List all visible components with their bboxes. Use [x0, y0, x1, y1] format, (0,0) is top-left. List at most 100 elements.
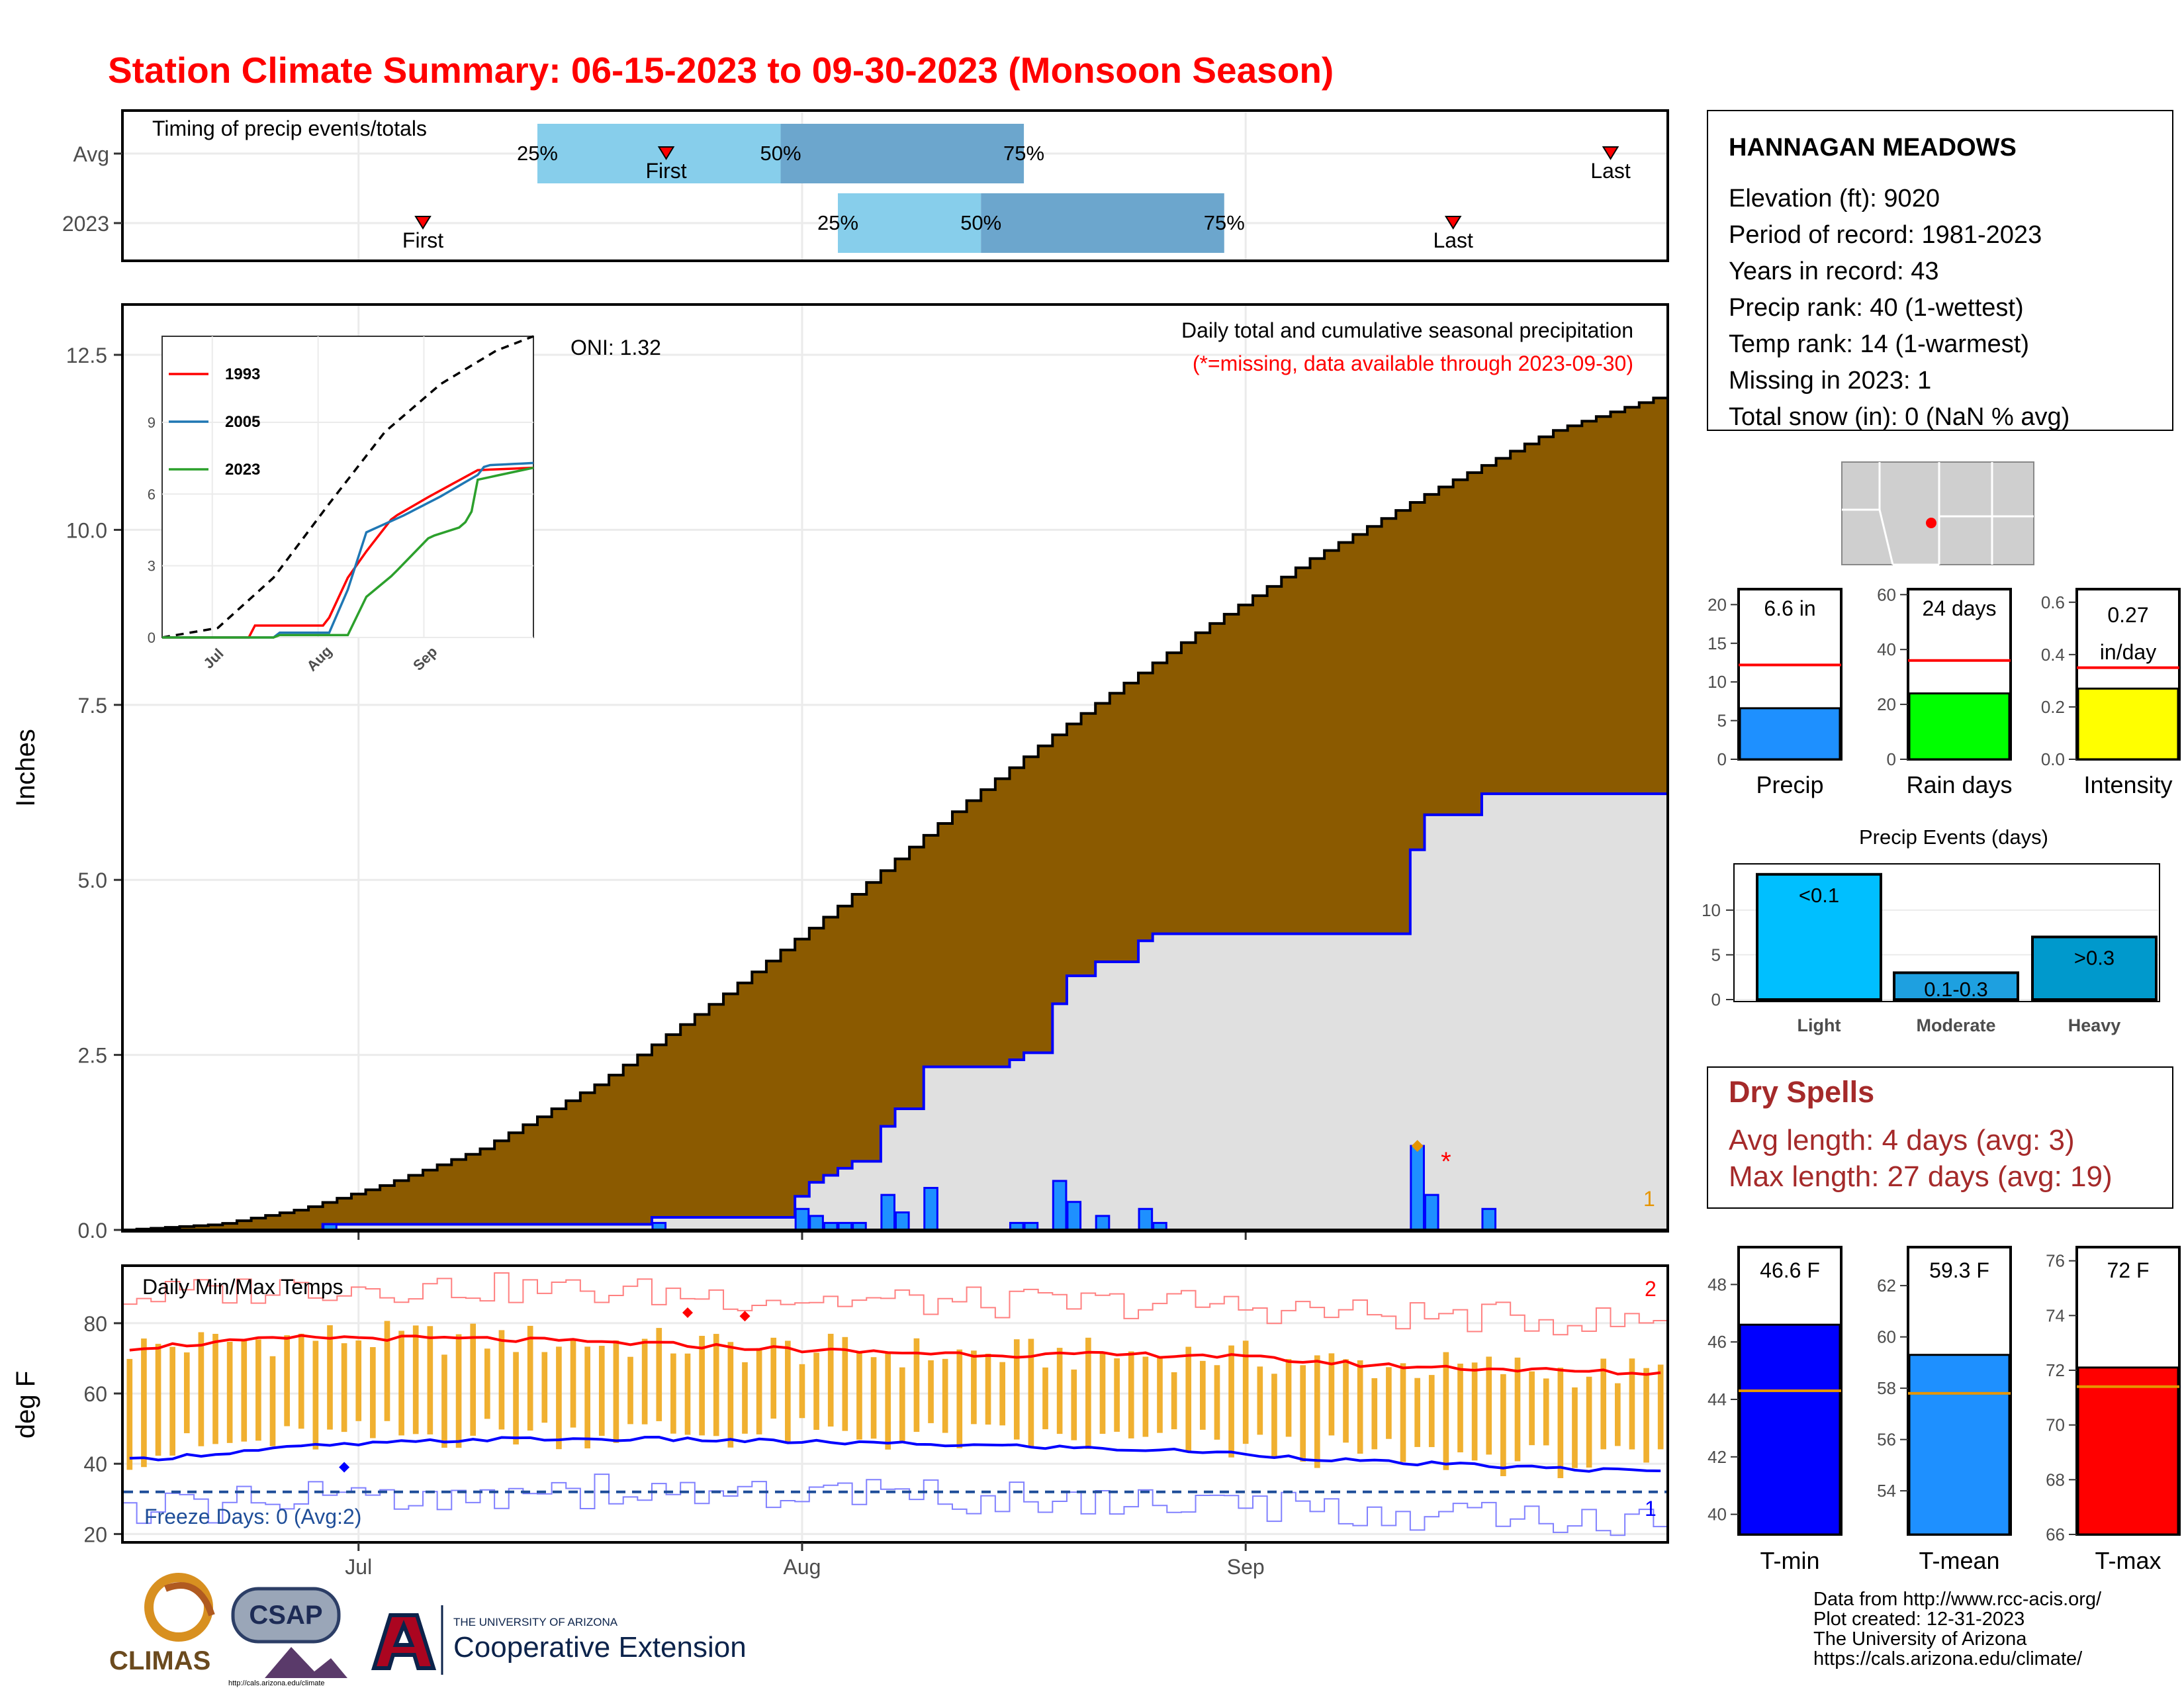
ua-logo: THE UNIVERSITY OF ARIZONA Cooperative Ex… [371, 1605, 747, 1675]
daily-temp-bar [1543, 1378, 1549, 1446]
daily-temp-bar [155, 1344, 161, 1456]
daily-temp-bar [885, 1352, 891, 1450]
daily-temp-bar [470, 1323, 477, 1436]
cumulative-2023-area [122, 794, 1668, 1230]
daily-temp-bar [827, 1333, 834, 1427]
temp-x-tick-label: Sep [1227, 1555, 1265, 1579]
record-high-marker [739, 1311, 751, 1322]
daily-temp-bar [1200, 1360, 1206, 1430]
temp-summary-tick-label: 46 [1707, 1332, 1727, 1352]
inset-y-tick-label: 3 [148, 558, 156, 575]
daily-temp-bar [1185, 1346, 1192, 1452]
daily-temp-bar [255, 1339, 261, 1441]
temp-summary-label: T-mean [1919, 1547, 1999, 1574]
temp-y-tick-label: 80 [83, 1312, 107, 1336]
daily-temp-bar [1500, 1374, 1506, 1476]
precip-y-tick-label: 5.0 [78, 868, 107, 892]
inset-legend-label: 2005 [225, 413, 260, 431]
daily-temp-bar [713, 1334, 719, 1436]
quartile-lower-bar [838, 193, 981, 253]
precip-panel: 0.0 2.5 5.0 7.5 10.0 12.5 * Daily total and cu… [11, 303, 1669, 1243]
summary-label: Intensity [2083, 771, 2172, 798]
dry-avg-length: Avg length: 4 days (avg: 3) [1729, 1124, 2075, 1156]
inset-series-line [162, 466, 534, 639]
daily-precip-bar [809, 1215, 824, 1231]
daily-temp-bar [684, 1353, 691, 1435]
daily-precip-bar [895, 1211, 910, 1231]
daily-temp-bar [1099, 1354, 1106, 1434]
temp-frame [121, 1264, 1669, 1544]
min-record-count: 1 [1645, 1497, 1657, 1521]
daily-temp-bar [1013, 1339, 1020, 1440]
climas-logo: CLIMAS [109, 1573, 215, 1675]
temp-summary-value: 59.3 F [1929, 1258, 1989, 1282]
station-line: Elevation (ft): 9020 [1729, 185, 1940, 212]
daily-temp-bar [1386, 1367, 1392, 1439]
daily-temp-bar [427, 1326, 433, 1434]
station-line: Temp rank: 14 (1-warmest) [1729, 330, 2029, 358]
daily-temp-bar [226, 1341, 233, 1443]
event-bar [2031, 935, 2158, 1001]
cumulative-2023-line [122, 792, 1668, 1231]
locator-map [1841, 461, 2034, 566]
temp-summary-value: 46.6 F [1760, 1258, 1820, 1282]
temp-summary-bar [2077, 1366, 2179, 1536]
daily-temp-bar [598, 1346, 605, 1436]
daily-temp-bar [1228, 1345, 1234, 1458]
temp-summary-label: T-max [2095, 1547, 2161, 1574]
daily-temp-bar [1114, 1358, 1120, 1432]
summary-tick-label: 0.4 [2041, 645, 2065, 665]
ua-small-text: THE UNIVERSITY OF ARIZONA [453, 1616, 618, 1628]
temp-summary-tick-label: 48 [1707, 1274, 1727, 1294]
footer: CLIMAS CSAP http://cals.arizona.edu/clim… [109, 1573, 2102, 1687]
record-low-marker [339, 1462, 350, 1473]
summary-tick-label: 0.0 [2041, 749, 2065, 769]
daily-temp-bar [1586, 1376, 1592, 1468]
daily-temp-bar [584, 1346, 590, 1449]
daily-temp-bar [913, 1338, 920, 1432]
daily-temp-bar [370, 1347, 376, 1438]
daily-precip-bar [1138, 1207, 1154, 1231]
summary-bars: 0 5 10 15 20 6.6 in Precip 0 20 40 60 24 days Rain d… [1707, 585, 2181, 798]
daily-precip-bar [1095, 1215, 1111, 1231]
summary-tick-label: 20 [1707, 594, 1727, 614]
temp-summary-tick-label: 76 [2046, 1251, 2065, 1271]
daily-precip-bar [1066, 1201, 1082, 1231]
first-event-marker [414, 216, 432, 230]
temp-summary-value: 72 F [2107, 1258, 2149, 1282]
station-name: HANNAGAN MEADOWS [1729, 134, 2017, 162]
daily-temp-bar [513, 1352, 519, 1445]
daily-temp-bar [1371, 1378, 1378, 1450]
dry-frame [1707, 1066, 2173, 1209]
daily-temp-bar [455, 1334, 462, 1448]
daily-temp-bar [1157, 1356, 1163, 1433]
temp-summary-bar [1908, 1354, 2011, 1536]
last-event-label: Last [1433, 228, 1473, 252]
temp-y-tick-label: 40 [83, 1452, 107, 1476]
temp-summary-tick-label: 54 [1877, 1481, 1896, 1501]
daily-precip-bar [1481, 1207, 1497, 1231]
daily-temp-bar [1414, 1378, 1420, 1447]
first-event-marker [657, 146, 675, 160]
events-tick-label: 0 [1711, 990, 1721, 1009]
daily-temp-bar [341, 1343, 347, 1432]
precip-missing-note: (*=missing, data available through 2023-… [1193, 352, 1633, 375]
temp-summary-tick-label: 66 [2046, 1524, 2065, 1544]
inset-legend-label: 1993 [225, 365, 260, 383]
daily-temp-bar [641, 1338, 648, 1425]
summary-value-bar [1739, 707, 1841, 761]
summary-value-text: 0.27 [2107, 603, 2148, 627]
q50-label: 50% [960, 211, 1001, 234]
summary-tick-label: 0 [1887, 749, 1896, 769]
daily-precip-bar [1424, 1194, 1439, 1231]
csap-logo: CSAP http://cals.arizona.edu/climate [228, 1587, 347, 1687]
daily-temp-bar [785, 1340, 791, 1444]
daily-temp-bar [284, 1335, 290, 1427]
daily-temp-bar [942, 1358, 948, 1433]
summary-value-text: 6.6 in [1764, 596, 1815, 620]
daily-temp-bar [484, 1348, 490, 1419]
daily-temp-bar [1629, 1358, 1635, 1450]
daily-temp-bar [799, 1364, 805, 1419]
daily-temp-bar [1572, 1387, 1578, 1468]
max-day-marker [1411, 1140, 1424, 1152]
